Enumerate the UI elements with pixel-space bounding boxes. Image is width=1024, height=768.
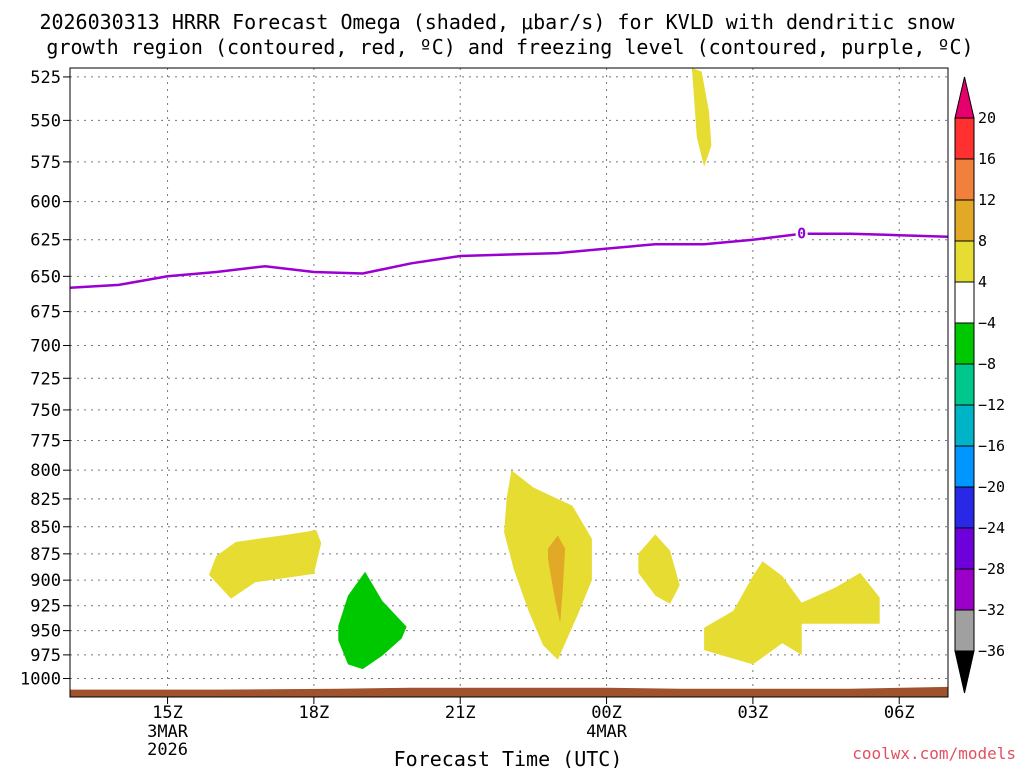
xtick-label-06Z: 06Z [884, 703, 915, 723]
colorbar-swatch-12 [954, 609, 975, 652]
colorbar-label-1: 16 [978, 150, 996, 168]
chart-title-line2: growth region (contoured, red, ºC) and f… [46, 35, 973, 59]
omega-region-orange-center-1 [548, 535, 566, 623]
plot-frame [69, 67, 949, 698]
xtick-date-15Z: 3MAR [147, 722, 189, 742]
colorbar-label-4: 4 [978, 273, 987, 291]
colorbar-label-7: −12 [978, 396, 1005, 414]
xtick-label-21Z: 21Z [445, 703, 476, 723]
omega-region-yellow-upper-1 [691, 68, 712, 167]
x-axis-label: Forecast Time (UTC) [394, 747, 623, 768]
ytick-label-825: 825 [30, 490, 61, 510]
ytick-label-625: 625 [30, 231, 61, 251]
colorbar-label-13: −36 [978, 642, 1005, 660]
xtick-label-03Z: 03Z [738, 703, 769, 723]
ytick-label-575: 575 [30, 153, 61, 173]
xtick-year-15Z: 2026 [147, 740, 188, 760]
colorbar-swatch-8 [954, 445, 975, 488]
ytick-label-675: 675 [30, 303, 61, 323]
ytick-label-650: 650 [30, 267, 61, 287]
colorbar-label-10: −24 [978, 519, 1005, 537]
colorbar-arrow-bottom [954, 650, 975, 694]
colorbar-label-3: 8 [978, 232, 987, 250]
freezing-level-label: 0 [797, 225, 806, 243]
ytick-label-700: 700 [30, 337, 61, 357]
freezing-level-line [69, 232, 949, 289]
ytick-label-725: 725 [30, 369, 61, 389]
omega-region-yellow-right-small [638, 534, 680, 604]
ytick-label-750: 750 [30, 401, 61, 421]
colorbar-label-8: −16 [978, 437, 1005, 455]
colorbar-swatch-9 [954, 486, 975, 529]
colorbar-swatch-0 [954, 117, 975, 160]
terrain-layer [70, 686, 948, 697]
omega-shaded-regions [209, 68, 880, 670]
ytick-label-900: 900 [30, 571, 61, 591]
ytick-label-600: 600 [30, 193, 61, 213]
ytick-label-925: 925 [30, 597, 61, 617]
xtick-label-15Z: 15Z [152, 703, 183, 723]
colorbar-swatch-10 [954, 527, 975, 570]
ytick-label-550: 550 [30, 111, 61, 131]
freezing-level-label-bg [795, 225, 808, 242]
omega-region-yellow-right-large [704, 561, 880, 665]
ytick-label-775: 775 [30, 432, 61, 452]
colorbar-label-11: −28 [978, 560, 1005, 578]
colorbar-label-9: −20 [978, 478, 1005, 496]
chart-title-line1: 2026030313 HRRR Forecast Omega (shaded, … [39, 10, 955, 34]
colorbar-label-5: −4 [978, 314, 996, 332]
colorbar-label-6: −8 [978, 355, 996, 373]
colorbar-arrow-top [954, 76, 975, 119]
colorbar-swatch-4 [954, 281, 975, 324]
credit-text: coolwx.com/models [852, 744, 1016, 763]
xtick-label-18Z: 18Z [299, 703, 330, 723]
omega-region-green-sink-1 [338, 571, 407, 670]
y-axis-pressure-ticks: 525 550 575 600 625 650 675 700 725 750 775 800 825 8… [20, 68, 70, 690]
terrain-fill [70, 686, 948, 697]
colorbar-swatch-6 [954, 363, 975, 406]
colorbar-label-0: 20 [978, 109, 996, 127]
xtick-label-00Z: 00Z [591, 703, 622, 723]
xtick-date-00Z: 4MAR [586, 722, 628, 742]
colorbar-label-12: −32 [978, 601, 1005, 619]
colorbar-swatch-5 [954, 322, 975, 365]
colorbar-swatch-3 [954, 240, 975, 283]
ytick-label-850: 850 [30, 518, 61, 538]
colorbar-label-2: 12 [978, 191, 996, 209]
ytick-label-950: 950 [30, 622, 61, 642]
ytick-label-975: 975 [30, 646, 61, 666]
colorbar-swatch-7 [954, 404, 975, 447]
ytick-label-875: 875 [30, 545, 61, 565]
ytick-label-525: 525 [30, 68, 61, 88]
colorbar-legend: 20 16 12 8 4 −4 −8 −12 −16 −20 −24 −28 −32 −36 [954, 76, 1005, 694]
freezing-level-contour: 0 [69, 225, 949, 289]
colorbar-swatch-1 [954, 158, 975, 201]
ytick-label-800: 800 [30, 461, 61, 481]
colorbar-swatch-2 [954, 199, 975, 242]
ytick-label-1000: 1000 [20, 670, 61, 690]
colorbar-swatch-11 [954, 568, 975, 611]
omega-region-yellow-center-1 [504, 470, 592, 660]
omega-region-yellow-left-1 [209, 530, 322, 599]
